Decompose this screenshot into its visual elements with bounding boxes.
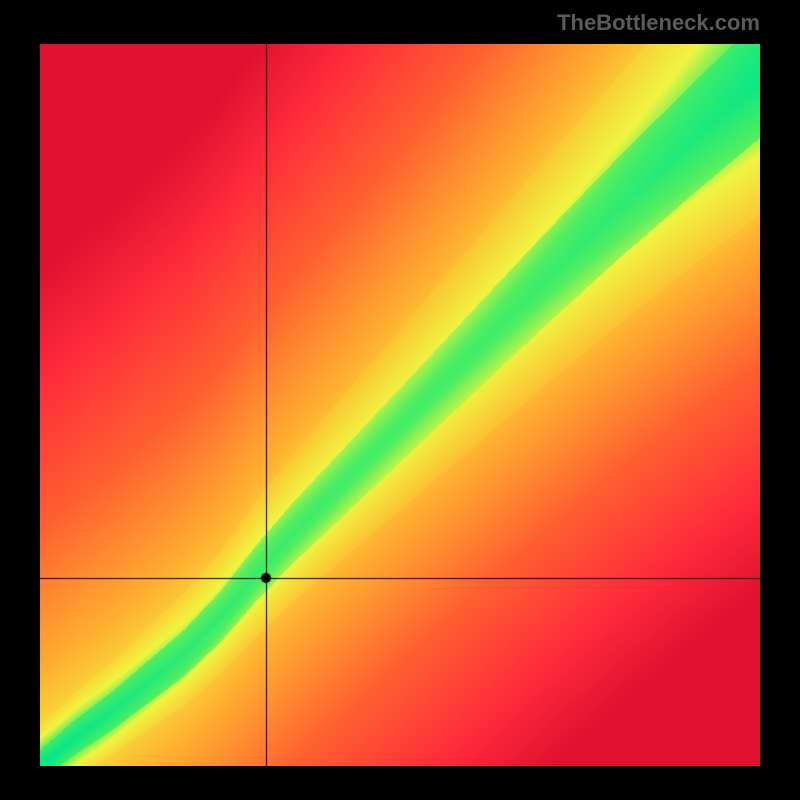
plot-area bbox=[40, 44, 760, 766]
chart-container: TheBottleneck.com bbox=[0, 0, 800, 800]
watermark-text: TheBottleneck.com bbox=[557, 10, 760, 36]
heatmap-canvas bbox=[40, 44, 760, 766]
